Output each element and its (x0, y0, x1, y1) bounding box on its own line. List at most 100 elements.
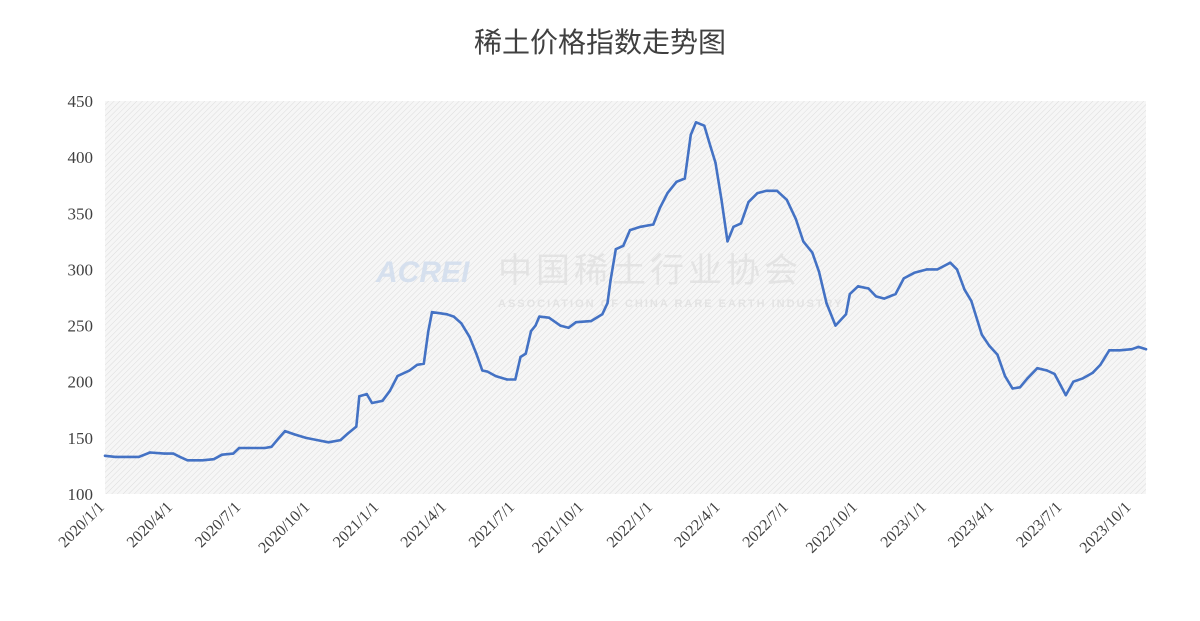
data-point (148, 451, 152, 454)
data-point (427, 330, 430, 333)
data-point (178, 455, 182, 459)
data-point (529, 330, 533, 333)
data-point (247, 446, 250, 450)
data-point (601, 313, 604, 316)
data-point (1003, 374, 1007, 378)
data-point (936, 268, 939, 271)
data-point (430, 310, 434, 314)
data-point (163, 452, 166, 455)
data-point (794, 217, 797, 221)
data-point (277, 436, 281, 440)
data-point (396, 374, 399, 378)
data-point (988, 344, 991, 347)
data-point (1072, 380, 1075, 383)
data-point (666, 191, 669, 195)
data-point (422, 362, 425, 365)
data-point (996, 353, 999, 356)
data-point (874, 295, 878, 298)
data-point (867, 287, 870, 290)
data-point (694, 121, 698, 124)
data-point (980, 333, 983, 336)
watermark: ACREI 中国稀土行业协会 ASSOCIATION OF CHINA RARE… (375, 251, 843, 310)
data-point (739, 222, 743, 225)
data-point (1144, 348, 1148, 351)
data-point (1081, 377, 1085, 380)
y-axis: 100 150 200 250 300 350 400 450 (68, 92, 94, 504)
data-point (415, 363, 419, 367)
data-point (606, 301, 609, 305)
data-point (358, 395, 361, 398)
data-point (848, 292, 851, 296)
data-point (327, 441, 330, 444)
data-point (346, 432, 350, 435)
data-point (370, 401, 374, 405)
x-tick-label: 2021/1/1 (330, 499, 382, 551)
x-tick-label: 2022/10/1 (803, 499, 861, 557)
x-tick-label: 2022/7/1 (740, 499, 792, 551)
data-point (765, 189, 768, 192)
data-point (756, 191, 759, 195)
data-point (438, 312, 441, 315)
data-point (270, 445, 273, 448)
x-axis: 2020/1/1 2020/4/1 2020/7/1 2020/10/1 2021/1/… (56, 499, 1135, 557)
data-point (468, 335, 471, 338)
data-point (114, 455, 117, 459)
data-point (381, 399, 384, 402)
data-point (103, 454, 107, 457)
data-point (775, 189, 779, 192)
x-tick-label: 2023/10/1 (1077, 499, 1135, 557)
data-point (316, 438, 319, 442)
series-layer (103, 121, 1148, 462)
data-point (589, 319, 593, 323)
data-point (445, 313, 449, 316)
data-point (212, 458, 215, 461)
x-tick-label: 2023/4/1 (945, 499, 997, 551)
data-point (481, 369, 484, 372)
data-point (622, 244, 625, 247)
chart-title: 稀土价格指数走势图 (474, 26, 726, 59)
x-tick-label: 2023/1/1 (878, 499, 930, 551)
data-point (825, 301, 828, 305)
data-point (963, 288, 966, 291)
data-point (683, 177, 686, 180)
data-point (127, 455, 130, 459)
x-tick-label: 2020/1/1 (56, 499, 108, 551)
x-tick-label: 2022/1/1 (604, 499, 656, 551)
y-tick-label: 400 (68, 148, 94, 167)
data-point (304, 436, 308, 440)
data-point (408, 369, 411, 372)
data-point (1108, 349, 1111, 352)
data-point (220, 453, 224, 456)
data-point (263, 446, 266, 450)
x-tick-label: 2021/4/1 (398, 499, 450, 551)
data-point (172, 452, 175, 455)
data-point (519, 355, 522, 359)
data-point (658, 206, 662, 209)
data-point (802, 240, 805, 243)
plot-area (105, 101, 1146, 494)
y-tick-label: 200 (68, 373, 94, 392)
data-point (475, 352, 478, 355)
x-tick-label: 2021/7/1 (466, 499, 518, 551)
watermark-name-en: ASSOCIATION OF CHINA RARE EARTH INDUSTRY (498, 298, 843, 310)
data-point (460, 322, 463, 325)
data-point (137, 455, 140, 459)
data-point (505, 378, 509, 381)
data-point (949, 261, 952, 264)
data-point (355, 425, 358, 428)
data-point (689, 133, 692, 136)
data-point (1026, 377, 1029, 380)
data-point (720, 198, 723, 201)
data-point (339, 438, 342, 442)
data-point (1137, 345, 1140, 349)
data-point (388, 389, 392, 392)
y-tick-label: 450 (68, 92, 94, 111)
data-point (709, 144, 712, 148)
data-point (1036, 367, 1039, 370)
data-point (238, 446, 241, 450)
data-point (614, 248, 617, 251)
data-point (894, 292, 897, 296)
data-point (186, 459, 189, 462)
data-point (494, 374, 497, 378)
